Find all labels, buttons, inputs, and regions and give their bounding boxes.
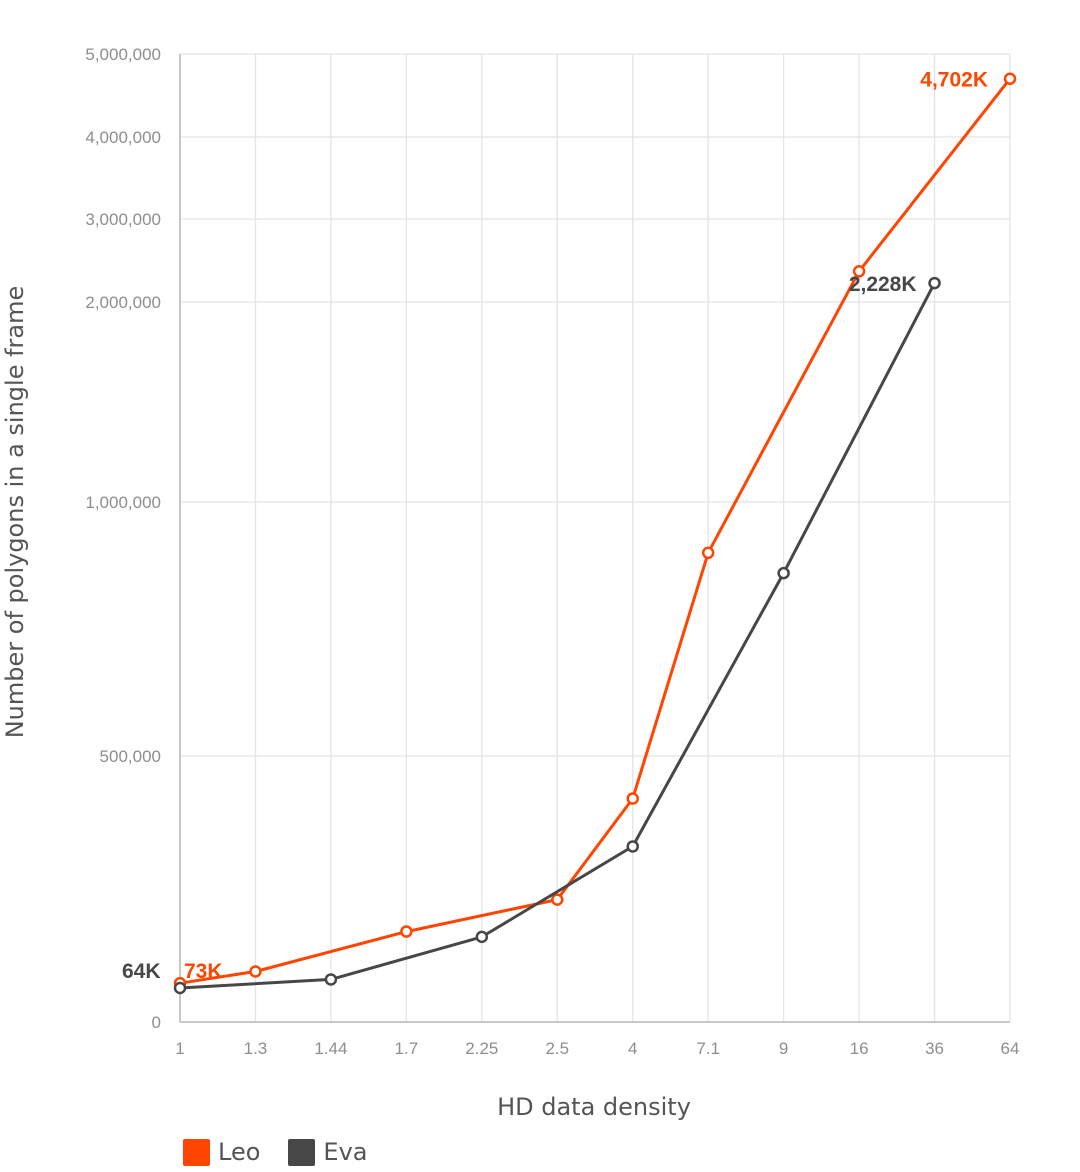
data-point-leo <box>626 792 639 805</box>
x-tick-label: 16 <box>850 1039 869 1058</box>
y-axis-title: Number of polygons in a single frame <box>1 286 29 739</box>
x-tick-label: 1.44 <box>314 1039 347 1058</box>
legend-swatch-eva <box>288 1138 316 1166</box>
y-tick-labels: 0 500,000 1,000,000 2,000,000 3,000,000 4,000… <box>85 45 161 1032</box>
data-point-eva <box>475 930 489 944</box>
axes <box>179 54 1010 1023</box>
y-tick-label: 3,000,000 <box>85 210 161 229</box>
x-tick-labels: 1 1.3 1.44 1.7 2.25 2.5 4 7.1 9 16 36 64 <box>175 1039 1019 1058</box>
x-tick-label: 36 <box>925 1039 944 1058</box>
x-tick-label: 1.7 <box>395 1039 419 1058</box>
data-point-leo <box>249 965 262 978</box>
x-tick-label: 9 <box>779 1039 788 1058</box>
grid-lines <box>180 53 1011 1022</box>
x-tick-label: 1.3 <box>244 1039 268 1058</box>
data-point-eva <box>626 840 639 853</box>
x-tick-label: 2.25 <box>465 1039 498 1058</box>
series-line-leo <box>179 77 1012 985</box>
data-point-eva <box>173 981 187 995</box>
legend-swatch-leo <box>183 1138 210 1166</box>
legend-item-leo[interactable]: Leo <box>183 1138 260 1166</box>
end-label-leo: 4,702K <box>920 69 988 92</box>
y-tick-label: 500,000 <box>100 747 161 766</box>
y-tick-label: 2,000,000 <box>85 293 161 312</box>
y-tick-label: 4,000,000 <box>85 128 161 147</box>
legend-label-eva: Eva <box>323 1138 368 1166</box>
series-lines <box>173 72 1017 995</box>
x-tick-label: 1 <box>175 1039 184 1058</box>
legend-item-eva[interactable]: Eva <box>288 1138 367 1166</box>
start-label-leo: 73K <box>184 960 223 983</box>
data-point-leo <box>400 925 413 938</box>
start-label-eva: 64K <box>122 960 161 983</box>
data-point-eva <box>928 276 941 290</box>
data-point-leo <box>852 265 866 278</box>
x-tick-label: 64 <box>1001 1039 1020 1058</box>
data-point-eva <box>777 566 790 580</box>
x-axis-title: HD data density <box>497 1093 691 1121</box>
data-point-eva <box>324 973 338 986</box>
x-tick-label: 7.1 <box>696 1039 720 1058</box>
y-tick-label: 0 <box>152 1013 161 1032</box>
y-tick-label: 1,000,000 <box>85 493 161 512</box>
end-label-eva: 2,228K <box>849 273 917 296</box>
x-tick-label: 4 <box>628 1039 637 1058</box>
series-line-eva <box>179 282 936 990</box>
x-tick-label: 2.5 <box>545 1039 569 1058</box>
y-tick-label: 5,000,000 <box>85 45 161 64</box>
legend-label-leo: Leo <box>218 1138 261 1166</box>
data-point-leo <box>551 893 564 906</box>
data-point-leo <box>1003 72 1017 85</box>
data-point-leo <box>701 546 715 560</box>
legend: Leo Eva <box>183 1138 395 1166</box>
data-labels: 64K 73K 4,702K 2,228K <box>122 69 988 983</box>
